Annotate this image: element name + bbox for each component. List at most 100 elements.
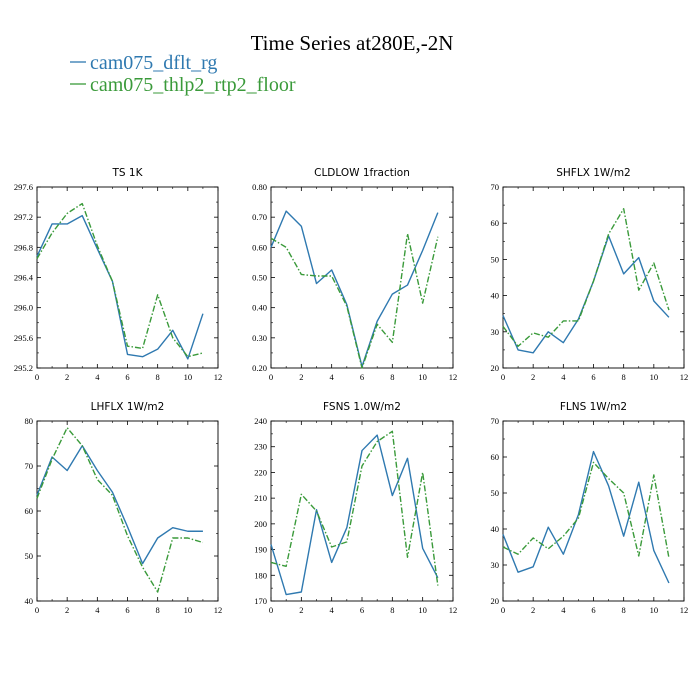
- y-tick-label: 180: [254, 570, 267, 580]
- x-tick-label: 10: [418, 372, 427, 382]
- x-tick-label: 0: [35, 372, 39, 382]
- x-tick-label: 6: [360, 372, 364, 382]
- y-tick-label: 220: [254, 467, 267, 477]
- panel-title: SHFLX 1W/m2: [556, 167, 631, 179]
- x-tick-label: 6: [360, 605, 364, 615]
- y-tick-label: 50: [491, 488, 500, 498]
- y-tick-label: 297.2: [14, 212, 33, 222]
- panel-2: CLDLOW 1fraction 0 2 4 6 8 10 12 0.20 0.30 0.40 0.5…: [252, 167, 457, 382]
- x-tick-label: 4: [561, 372, 566, 382]
- x-tick-label: 12: [449, 605, 458, 615]
- x-tick-label: 2: [531, 372, 535, 382]
- y-tick-label: 20: [491, 363, 500, 373]
- y-tick-label: 296.0: [14, 303, 33, 313]
- panel-5: FSNS 1.0W/m2 0 2 4 6 8 10 12 170 180 190 200 210 220 2…: [254, 401, 457, 615]
- x-tick-label: 12: [214, 605, 223, 615]
- x-tick-label: 0: [501, 605, 505, 615]
- x-tick-label: 4: [330, 372, 335, 382]
- y-tick-label: 296.4: [14, 273, 34, 283]
- x-tick-label: 6: [125, 372, 129, 382]
- y-tick-label: 296.8: [14, 242, 33, 252]
- x-tick-label: 4: [330, 605, 335, 615]
- series-line-2: [36, 202, 204, 358]
- x-tick-label: 12: [680, 605, 689, 615]
- y-tick-label: 60: [491, 218, 500, 228]
- y-tick-label: 0.40: [252, 303, 267, 313]
- y-tick-label: 70: [491, 182, 500, 192]
- x-tick-label: 6: [591, 372, 595, 382]
- y-tick-label: 0.80: [252, 182, 267, 192]
- x-tick-label: 12: [680, 372, 689, 382]
- y-tick-label: 0.50: [252, 273, 267, 283]
- x-tick-label: 4: [95, 372, 100, 382]
- panel-4: LHFLX 1W/m2 0 2 4 6 8 10 12 40 50 60 70 80: [25, 401, 223, 615]
- x-tick-label: 8: [156, 605, 160, 615]
- y-tick-label: 295.2: [14, 363, 33, 373]
- y-tick-label: 50: [491, 254, 500, 264]
- y-tick-label: 0.30: [252, 333, 267, 343]
- panel-3: SHFLX 1W/m2 0 2 4 6 8 10 12 20 30 40 50 60 70: [491, 167, 689, 382]
- panel-title: TS 1K: [112, 167, 144, 179]
- series-line-2: [502, 461, 670, 558]
- y-tick-label: 40: [491, 524, 500, 534]
- y-tick-label: 70: [25, 461, 34, 471]
- y-tick-label: 40: [25, 596, 34, 606]
- series-line-2: [270, 233, 439, 369]
- y-tick-label: 0.70: [252, 212, 267, 222]
- figure-legend: cam075_dflt_rg cam075_thlp2_rtp2_floor: [70, 52, 296, 96]
- y-tick-label: 297.6: [14, 182, 33, 192]
- panel-6: FLNS 1W/m2 0 2 4 6 8 10 12 20 30 40 50 60 70: [491, 401, 689, 615]
- x-tick-label: 8: [622, 372, 626, 382]
- series-line-1: [36, 214, 204, 360]
- x-tick-label: 0: [269, 372, 273, 382]
- panels-grid: TS 1K 0 2 4 6 8 10 12 295.2 295.6 296.0 296.4 296.8 2…: [14, 167, 688, 615]
- panel-1: TS 1K 0 2 4 6 8 10 12 295.2 295.6 296.0 296.4 296.8 2…: [14, 167, 222, 382]
- x-tick-label: 8: [622, 605, 626, 615]
- y-tick-label: 70: [491, 416, 500, 426]
- x-tick-label: 8: [156, 372, 160, 382]
- series-line-1: [502, 450, 670, 584]
- y-tick-label: 50: [25, 551, 34, 561]
- panel-title: FSNS 1.0W/m2: [323, 401, 401, 413]
- legend-label-1: cam075_dflt_rg: [90, 52, 217, 74]
- x-tick-label: 12: [214, 372, 223, 382]
- y-tick-label: 80: [25, 416, 34, 426]
- y-tick-label: 295.6: [14, 333, 33, 343]
- x-tick-label: 8: [390, 605, 394, 615]
- y-tick-label: 170: [254, 596, 267, 606]
- series-line-1: [270, 434, 439, 596]
- x-tick-label: 10: [650, 372, 659, 382]
- x-tick-label: 10: [184, 605, 193, 615]
- y-tick-label: 240: [254, 416, 267, 426]
- y-tick-label: 230: [254, 442, 267, 452]
- y-tick-label: 60: [491, 452, 500, 462]
- x-tick-label: 12: [449, 372, 458, 382]
- x-tick-label: 0: [35, 605, 39, 615]
- x-tick-label: 4: [561, 605, 566, 615]
- y-tick-label: 30: [491, 560, 500, 570]
- y-tick-label: 20: [491, 596, 500, 606]
- x-tick-label: 0: [269, 605, 273, 615]
- panel-title: LHFLX 1W/m2: [91, 401, 165, 413]
- x-tick-label: 6: [125, 605, 129, 615]
- panel-title: CLDLOW 1fraction: [314, 167, 410, 179]
- x-tick-label: 6: [591, 605, 595, 615]
- y-tick-label: 40: [491, 291, 500, 301]
- x-tick-label: 2: [65, 605, 69, 615]
- panel-title: FLNS 1W/m2: [560, 401, 627, 413]
- x-tick-label: 4: [95, 605, 100, 615]
- x-tick-label: 2: [299, 372, 303, 382]
- y-tick-label: 30: [491, 327, 500, 337]
- x-tick-label: 10: [418, 605, 427, 615]
- series-line-2: [36, 427, 204, 593]
- y-tick-label: 60: [25, 506, 34, 516]
- x-tick-label: 2: [299, 605, 303, 615]
- series-line-2: [502, 208, 670, 347]
- x-tick-label: 0: [501, 372, 505, 382]
- y-tick-label: 0.60: [252, 242, 267, 252]
- x-tick-label: 10: [184, 372, 193, 382]
- y-tick-label: 200: [254, 519, 267, 529]
- legend-label-2: cam075_thlp2_rtp2_floor: [90, 74, 296, 96]
